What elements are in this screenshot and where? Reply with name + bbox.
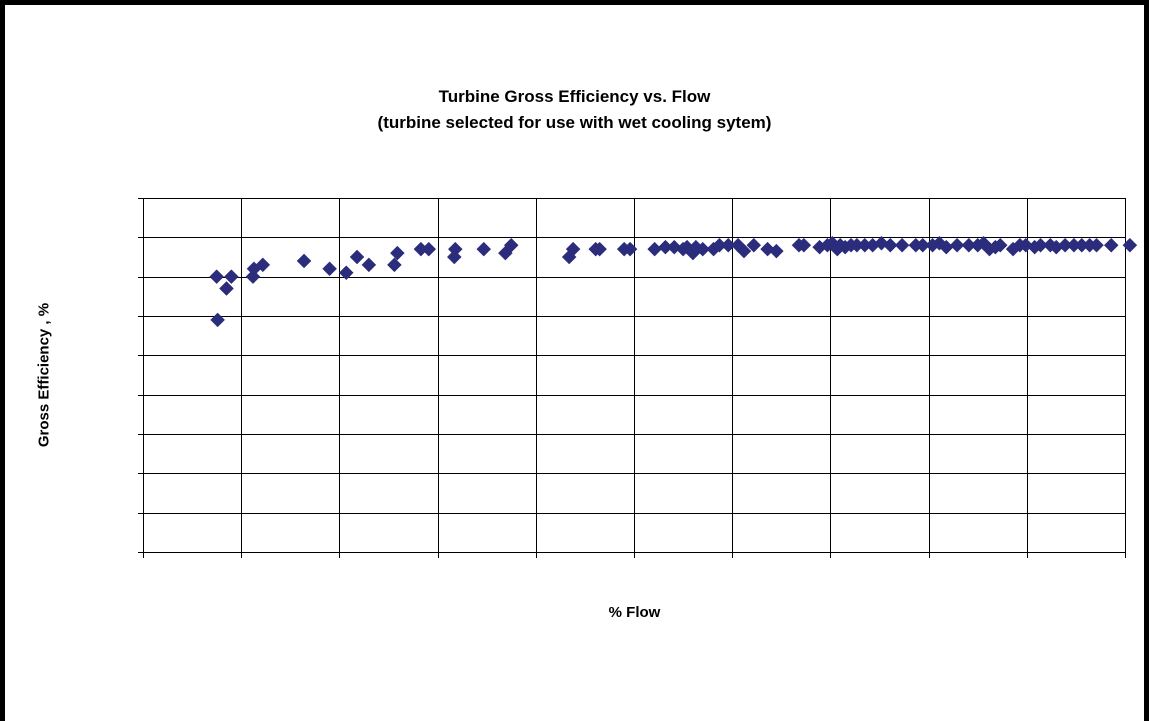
data-point-diamond [503, 237, 519, 253]
data-point-diamond [1033, 237, 1048, 253]
data-point-diamond [219, 281, 234, 296]
data-point-diamond [1103, 237, 1119, 253]
data-point-diamond [296, 253, 312, 269]
data-point-diamond [446, 249, 462, 265]
data-point-diamond [592, 241, 607, 257]
y-axis-label: Gross Efficiency , % [35, 302, 53, 448]
data-point-diamond [695, 241, 711, 257]
data-point-diamond [949, 237, 965, 253]
data-point-diamond [769, 243, 784, 259]
data-point-diamond [421, 241, 437, 257]
data-point-diamond [210, 312, 225, 328]
data-point-diamond [720, 237, 736, 253]
data-point-diamond [1122, 237, 1138, 253]
data-point-diamond [565, 241, 581, 257]
data-point-diamond [322, 261, 337, 277]
chart-title: Turbine Gross Efficiency vs. Flow [438, 87, 711, 106]
data-point-diamond [361, 257, 377, 273]
data-point-diamond [746, 237, 762, 253]
data-point-diamond [992, 237, 1008, 253]
x-axis-label: % Flow [608, 604, 661, 621]
data-point-diamond [224, 269, 239, 285]
data-point-diamond [255, 257, 271, 273]
data-point-diamond [349, 249, 365, 265]
data-point-diamond [338, 265, 354, 281]
data-point-diamond [387, 257, 402, 273]
data-point-diamond [736, 243, 752, 259]
data-point-diamond [882, 237, 898, 253]
data-point-diamond [389, 245, 405, 261]
data-point-diamond [209, 269, 225, 285]
data-point-diamond [622, 241, 638, 257]
data-point-diamond [245, 269, 261, 285]
chart-subtitle: (turbine selected for use with wet cooli… [377, 113, 772, 132]
data-point-diamond [796, 237, 812, 253]
data-point-diamond [1089, 237, 1104, 253]
data-point-diamond [894, 237, 910, 253]
data-point-diamond [915, 237, 931, 253]
data-point-diamond [476, 241, 492, 257]
